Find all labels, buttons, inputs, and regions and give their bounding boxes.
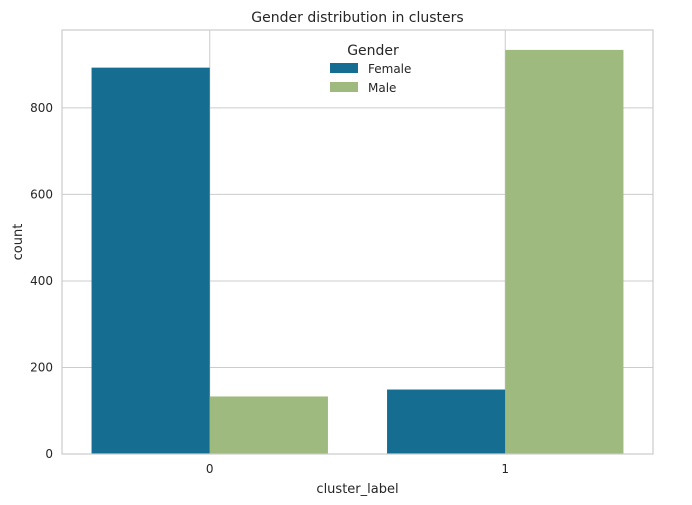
legend-title: Gender [347,43,399,59]
bar-male-cluster-0 [209,396,328,454]
bar-male-cluster-1 [505,49,624,455]
y-axis-label: count [11,224,26,261]
legend-label-male: Male [368,81,396,95]
plot-area: 0 200 400 600 800 0 1 [30,29,654,476]
legend-swatch-male [330,82,358,92]
legend-label-female: Female [368,62,411,76]
y-tick-label: 0 [45,447,53,461]
bar-female-cluster-1 [387,389,506,454]
x-tick-label: 1 [501,462,509,476]
legend-swatch-female [330,63,358,73]
y-tick-label: 600 [30,187,53,201]
y-tick-label: 800 [30,101,53,115]
x-tick-label: 0 [206,462,214,476]
y-tick-label: 400 [30,274,53,288]
x-axis-label: cluster_label [316,482,398,497]
plot-frame [61,29,654,455]
chart-title: Gender distribution in clusters [251,10,463,26]
y-tick-label: 200 [30,360,53,374]
legend: Gender Female Male [330,43,411,95]
bar-female-cluster-0 [91,67,210,455]
